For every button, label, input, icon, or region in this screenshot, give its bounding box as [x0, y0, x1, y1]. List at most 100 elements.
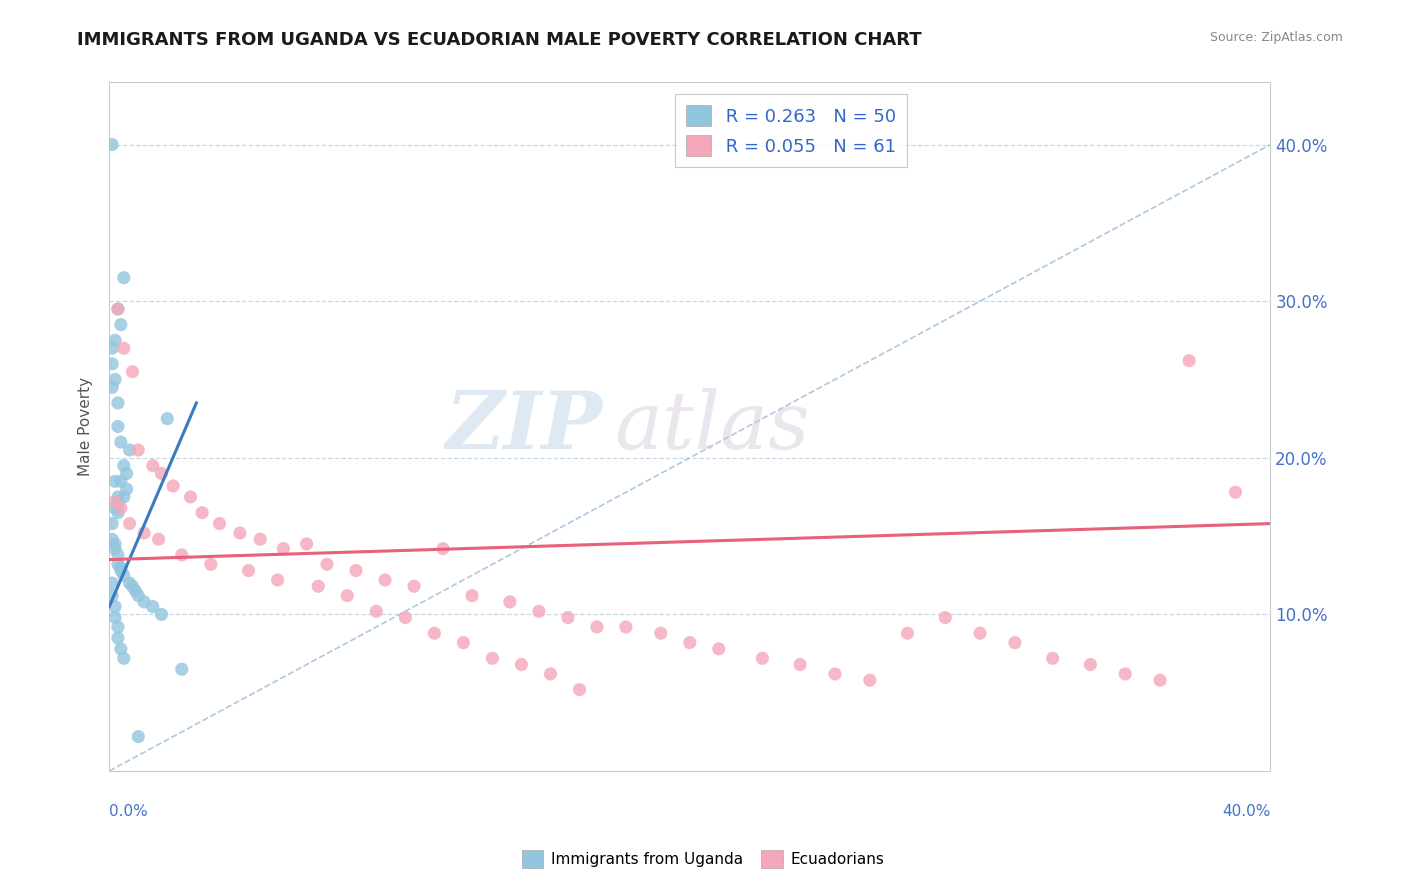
Point: [568, 682, 591, 697]
Point: [499, 595, 522, 609]
Point: [107, 506, 129, 520]
Point: [104, 537, 127, 551]
Point: [101, 516, 124, 531]
Point: [453, 635, 475, 649]
Point: [789, 657, 811, 672]
Point: [170, 548, 193, 562]
Point: [107, 494, 129, 508]
Point: [118, 442, 141, 457]
Point: [200, 558, 222, 572]
Point: [586, 620, 609, 634]
Text: IMMIGRANTS FROM UGANDA VS ECUADORIAN MALE POVERTY CORRELATION CHART: IMMIGRANTS FROM UGANDA VS ECUADORIAN MAL…: [77, 31, 922, 49]
Point: [316, 558, 339, 572]
Point: [107, 419, 129, 434]
Point: [101, 380, 124, 394]
Point: [557, 610, 579, 624]
Point: [110, 435, 132, 450]
Point: [101, 137, 124, 152]
Point: [107, 301, 129, 316]
Point: [115, 467, 138, 481]
Point: [423, 626, 446, 640]
Point: [107, 631, 129, 645]
Point: [374, 573, 396, 587]
Point: [859, 673, 882, 688]
Point: [127, 589, 149, 603]
Point: [118, 576, 141, 591]
Point: [170, 662, 193, 676]
Point: [1042, 651, 1064, 665]
Point: [110, 500, 132, 515]
Point: [107, 490, 129, 504]
Point: [112, 341, 135, 355]
Point: [751, 651, 773, 665]
Point: [142, 599, 165, 614]
Legend:  R = 0.263   N = 50,  R = 0.055   N = 61: R = 0.263 N = 50, R = 0.055 N = 61: [675, 95, 907, 167]
Point: [208, 516, 231, 531]
Point: [1080, 657, 1102, 672]
Point: [1178, 353, 1201, 368]
Point: [366, 604, 388, 618]
Point: [110, 564, 132, 578]
Point: [115, 482, 138, 496]
Point: [101, 357, 124, 371]
Point: [273, 541, 295, 556]
Point: [110, 641, 132, 656]
Point: [461, 589, 484, 603]
Point: [107, 301, 129, 316]
Point: [510, 657, 533, 672]
Point: [104, 500, 127, 515]
Point: [295, 537, 318, 551]
Point: [896, 626, 918, 640]
Point: [679, 635, 702, 649]
Point: [1225, 485, 1247, 500]
Point: [481, 651, 503, 665]
Point: [238, 564, 260, 578]
Text: 0.0%: 0.0%: [110, 804, 148, 819]
Point: [127, 442, 149, 457]
Point: [344, 564, 367, 578]
Point: [104, 334, 127, 348]
Y-axis label: Male Poverty: Male Poverty: [79, 377, 93, 476]
Point: [121, 579, 143, 593]
Legend: Immigrants from Uganda, Ecuadorians: Immigrants from Uganda, Ecuadorians: [516, 844, 890, 873]
Point: [1114, 667, 1136, 681]
Point: [132, 526, 155, 541]
Point: [101, 576, 124, 591]
Point: [150, 467, 173, 481]
Point: [112, 490, 135, 504]
Point: [107, 558, 129, 572]
Point: [707, 641, 730, 656]
Point: [104, 372, 127, 386]
Point: [156, 411, 179, 425]
Point: [249, 533, 271, 547]
Point: [180, 490, 202, 504]
Point: [150, 607, 173, 622]
Point: [104, 599, 127, 614]
Point: [229, 526, 252, 541]
Point: [266, 573, 288, 587]
Point: [124, 583, 146, 598]
Point: [394, 610, 416, 624]
Point: [1149, 673, 1171, 688]
Point: [527, 604, 550, 618]
Point: [402, 579, 425, 593]
Point: [121, 365, 143, 379]
Point: [336, 589, 359, 603]
Point: [104, 541, 127, 556]
Point: [432, 541, 454, 556]
Point: [104, 610, 127, 624]
Point: [107, 548, 129, 562]
Point: [101, 341, 124, 355]
Point: [540, 667, 562, 681]
Point: [118, 516, 141, 531]
Point: [142, 458, 165, 473]
Point: [107, 620, 129, 634]
Point: [110, 475, 132, 489]
Point: [107, 396, 129, 410]
Point: [191, 506, 214, 520]
Point: [1004, 635, 1026, 649]
Point: [824, 667, 846, 681]
Point: [112, 568, 135, 582]
Point: [101, 533, 124, 547]
Point: [969, 626, 991, 640]
